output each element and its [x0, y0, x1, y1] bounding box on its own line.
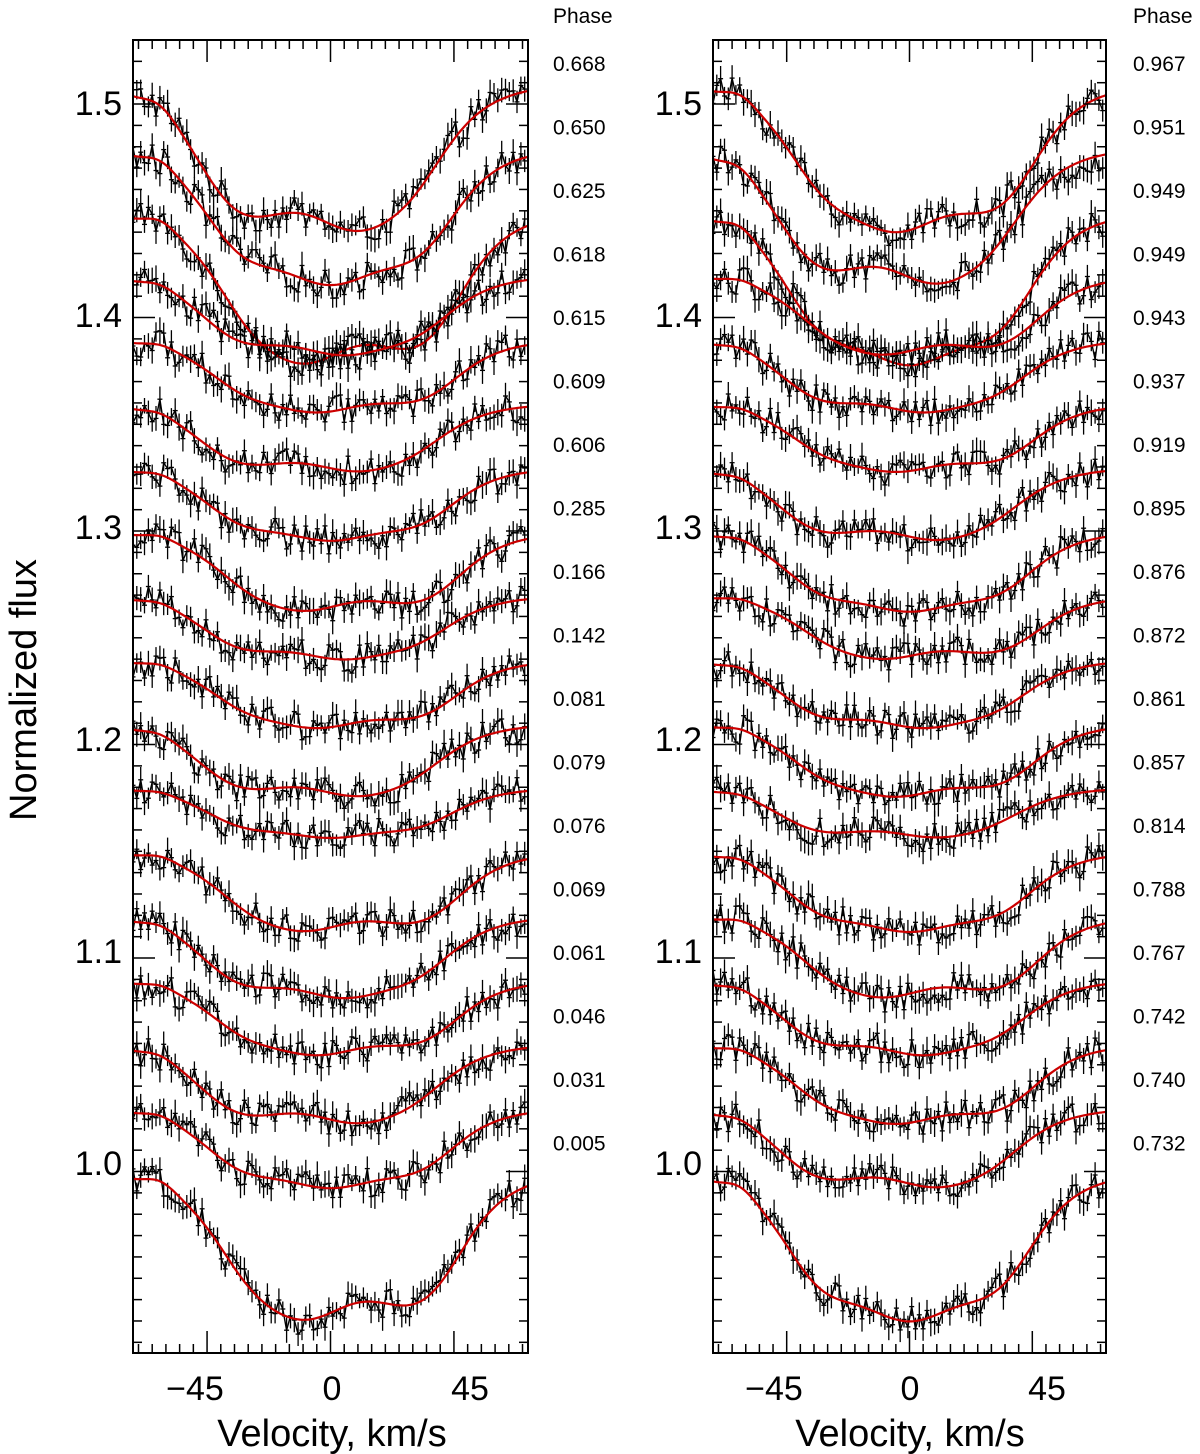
model-fit-line	[133, 1177, 528, 1321]
observed-profile-line	[133, 144, 526, 299]
phase-label: 0.061	[553, 942, 606, 965]
profile-0.166	[133, 574, 528, 683]
left-panel-ticks	[133, 40, 528, 1353]
profile-0.618	[133, 259, 528, 382]
phase-label: 0.618	[553, 244, 606, 267]
observed-profile-line	[133, 394, 526, 487]
model-fit-line	[713, 277, 1106, 356]
model-fit-line	[133, 154, 528, 287]
phase-label: 0.609	[553, 371, 606, 394]
phase-label: 0.166	[553, 561, 606, 584]
left-xtick-label-0: 0	[323, 1370, 342, 1408]
left-xtick-label-neg45: −45	[166, 1370, 224, 1408]
left-ytick-label-1.2: 1.2	[75, 721, 122, 759]
right-panel-profiles	[713, 65, 1106, 1343]
left-ytick-label-1.1: 1.1	[75, 933, 122, 971]
profile-0.069	[133, 900, 528, 1019]
phase-label: 0.005	[553, 1133, 606, 1156]
left-ytick-label-1.4: 1.4	[75, 297, 122, 335]
model-fit-line	[133, 1111, 528, 1190]
model-fit-line	[133, 726, 528, 798]
model-fit-line	[133, 342, 528, 414]
profile-0.967	[713, 65, 1106, 256]
phase-label: 0.668	[553, 53, 606, 76]
profile-0.949	[713, 255, 1106, 379]
observed-profile-line	[133, 1101, 526, 1198]
observed-profile-line	[133, 585, 526, 675]
left-ytick-label-1.5: 1.5	[75, 85, 122, 123]
left-ytick-label-1.0: 1.0	[75, 1145, 122, 1183]
phase-label: 0.615	[553, 307, 606, 330]
model-fit-line	[133, 598, 528, 661]
observed-profile-line	[133, 975, 526, 1070]
phase-label: 0.076	[553, 815, 606, 838]
profile-0.079	[133, 767, 528, 861]
profile-0.943	[713, 321, 1106, 436]
observed-profile-line	[133, 717, 526, 810]
observed-profile-line	[133, 460, 526, 554]
model-fit-line	[133, 854, 528, 933]
profile-0.142	[133, 645, 528, 751]
profile-0.076	[133, 837, 528, 953]
model-fit-line	[133, 533, 528, 612]
model-fit-line	[133, 982, 528, 1057]
profile-0.606	[133, 452, 528, 563]
phase-label: 0.031	[553, 1069, 606, 1092]
observed-profile-line	[713, 76, 1104, 247]
left-phase-header: Phase	[553, 5, 613, 28]
profile-0.951	[713, 138, 1106, 303]
profile-0.668	[133, 76, 528, 253]
model-fit-line	[713, 90, 1106, 234]
observed-profile-line	[133, 655, 526, 741]
model-fit-line	[713, 153, 1106, 285]
profile-0.609	[133, 382, 528, 497]
model-fit-line	[133, 789, 528, 840]
left-panel: −45 0 45 1.0 1.1 1.2 1.3 1.4 1.5 Velocit…	[75, 5, 613, 1454]
observed-profile-line	[133, 777, 526, 850]
left-xtick-label-45: 45	[451, 1370, 489, 1408]
profile-0.061	[133, 966, 528, 1082]
observed-profile-line	[133, 330, 526, 425]
phase-label: 0.142	[553, 625, 606, 648]
observed-profile-line	[713, 267, 1104, 367]
phase-label: 0.079	[553, 752, 606, 775]
profile-0.650	[133, 133, 528, 309]
phase-label: 0.606	[553, 434, 606, 457]
observed-profile-line	[133, 1165, 526, 1336]
right-panel: −45 0 45 1.0 1.1 1.2 1.3 1.4 1.5 Velocit…	[655, 5, 1193, 1454]
phase-label: 0.081	[553, 688, 606, 711]
profile-0.046	[133, 1025, 528, 1147]
y-axis-title: Normalized flux	[3, 559, 45, 821]
model-fit-line	[133, 278, 528, 357]
model-fit-line	[133, 89, 528, 233]
profile-0.005	[133, 1157, 528, 1346]
phase-label: 0.650	[553, 117, 606, 140]
phase-label: 0.069	[553, 879, 606, 902]
left-panel-frame	[132, 39, 529, 1354]
observed-profile-line	[133, 84, 526, 241]
phase-label: 0.625	[553, 180, 606, 203]
model-fit-line	[713, 220, 1106, 367]
model-fit-line	[133, 405, 528, 473]
profile-0.615	[133, 317, 528, 434]
phase-label: 0.285	[553, 498, 606, 521]
observed-profile-line	[133, 267, 526, 371]
model-fit-line	[133, 470, 528, 542]
left-phase-labels: 0.668 0.650 0.625 0.618 0.615 0.609 0.606 0.285…	[553, 53, 606, 1156]
left-x-axis-title: Velocity, km/s	[217, 1413, 446, 1454]
left-panel-profiles	[133, 76, 528, 1346]
left-ytick-label-1.3: 1.3	[75, 509, 122, 547]
phase-label: 0.046	[553, 1006, 606, 1029]
observed-profile-line	[133, 908, 526, 1010]
model-fit-line	[133, 919, 528, 1000]
model-fit-line	[133, 662, 528, 730]
model-fit-line	[133, 1046, 528, 1125]
profile-0.081	[133, 707, 528, 821]
